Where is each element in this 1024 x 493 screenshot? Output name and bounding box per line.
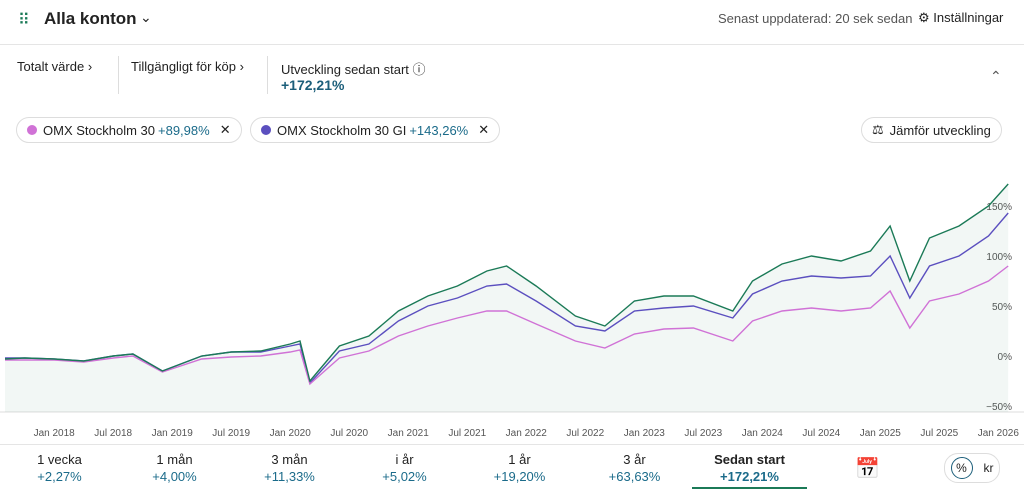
x-tick-label: Jul 2020 [330,428,368,439]
period-tab[interactable]: 1 år +19,20% [462,452,577,484]
period-tab[interactable]: 1 mån +4,00% [117,452,232,484]
period-tab[interactable]: 3 mån +11,33% [232,452,347,484]
x-tick-label: Jul 2022 [566,428,604,439]
calendar[interactable]: 📅 [855,458,880,480]
settings-label: Inställningar [933,10,1004,25]
summary-label: Totalt värde [17,59,85,74]
x-tick-label: Jan 2024 [742,428,784,439]
gear: ⚙ [918,10,934,25]
x-tick-label: Jul 2019 [212,428,250,439]
scale-icon: ⚖ [872,122,884,137]
period-change: +11,33% [264,469,315,484]
summary-item[interactable]: Totalt värde › [17,59,93,74]
x-tick-label: Jan 2020 [270,428,312,439]
x-tick-label: Jan 2023 [624,428,666,439]
period-label: 1 vecka [37,452,82,467]
chevron[interactable]: ⌄ [140,9,152,25]
period-tab[interactable]: i år +5,02% [347,452,462,484]
toggle-option[interactable]: kr [983,461,994,475]
x-tick-label: Jan 2022 [506,428,548,439]
y-tick-label: 150% [986,202,1012,213]
period-change: +5,02% [382,469,427,484]
period-change: +2,27% [37,469,82,484]
x-tick-label: Jan 2026 [978,428,1020,439]
toggle-option[interactable]: % [950,457,973,479]
legend-change: +89,98% [158,122,210,138]
period-change: +63,63% [608,469,661,484]
legend-chip[interactable]: OMX Stockholm 30 +89,98% ✕ [16,117,242,143]
chart: −50% 0% 50% 100% 150% Jan 2018 Jul 2018 Jan 201… [0,183,1024,439]
period-change: +4,00% [152,469,197,484]
x-tick-label: Jul 2018 [94,428,132,439]
summary-item: Utveckling sedan start ⓘ [281,62,426,77]
legend-name: OMX Stockholm 30 GI [277,122,407,138]
legend-dot [261,125,271,135]
remove[interactable]: ✕ [219,122,231,137]
period-label: 3 år [623,452,646,467]
updated: Senast uppdaterad: 20 sek sedan [718,11,913,26]
separator [118,56,119,94]
separator [267,56,268,94]
period-tab[interactable]: 1 vecka +2,27% [2,452,117,484]
x-tick-label: Jan 2018 [34,428,76,439]
active-underline [692,487,807,489]
period-change: +19,20% [493,469,546,484]
period-label: i år [395,452,414,467]
x-tick-label: Jan 2025 [860,428,902,439]
period-label: 3 mån [271,452,308,467]
app-icon: ⠿ [18,12,30,29]
x-tick-label: Jan 2019 [152,428,194,439]
divider [0,444,1024,445]
remove[interactable]: ✕ [478,122,490,137]
legend-dot [27,125,37,135]
area [5,184,1009,412]
period-tab[interactable]: Sedan start +172,21% [692,452,807,489]
account-title[interactable]: Alla konton [44,9,137,28]
summary-label: Tillgängligt för köp [131,59,237,74]
y-tick-label: 0% [998,352,1013,363]
legend-change: +143,26% [409,122,469,138]
y-tick-label: 50% [992,302,1012,313]
x-tick-label: Jul 2025 [920,428,958,439]
series-line [4,183,1009,383]
divider [0,44,1024,45]
x-tick-label: Jul 2024 [802,428,840,439]
period-label: 1 mån [156,452,193,467]
period-tab[interactable]: 3 år +63,63% [577,452,692,484]
summary-item[interactable]: Tillgängligt för köp › [131,59,244,74]
x-tick-label: Jul 2023 [684,428,722,439]
compare-label: Jämför utveckling [889,122,991,138]
y-tick-label: 100% [986,252,1012,263]
compare-button[interactable]: ⚖ Jämför utveckling [861,117,1002,143]
period-label: 1 år [508,452,531,467]
legend-chip[interactable]: OMX Stockholm 30 GI +143,26% ✕ [250,117,501,143]
unit-toggle[interactable]: % kr [944,453,1000,483]
y-tick-label: −50% [986,402,1012,413]
collapse[interactable]: ⌃ [990,68,1002,84]
series-line [5,265,1009,386]
summary-label: Utveckling sedan start [281,62,409,77]
legend-name: OMX Stockholm 30 [43,122,155,138]
period-change: +172,21% [720,469,779,484]
x-tick-label: Jul 2021 [448,428,486,439]
x-tick-label: Jan 2021 [388,428,430,439]
settings[interactable]: ⚙ Inställningar [918,10,1003,26]
summary-value: +172,21% [281,77,345,93]
period-label: Sedan start [714,452,785,467]
